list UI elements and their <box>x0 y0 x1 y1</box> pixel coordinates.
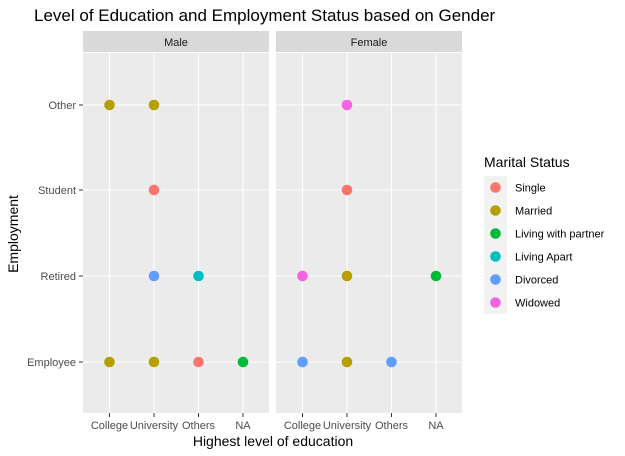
legend-item: Divorced <box>484 268 558 291</box>
x-tick-label: College <box>284 420 321 432</box>
data-point <box>148 356 160 368</box>
legend-key-point <box>490 274 501 285</box>
legend-item: Living Apart <box>484 245 572 268</box>
legend-key-point <box>490 205 501 216</box>
x-tick-label: University <box>130 420 179 432</box>
x-axis-ticks: College University Others NA <box>91 413 251 432</box>
facet-strip <box>83 31 269 52</box>
facet-female: Female College University Others NA <box>276 31 462 432</box>
x-tick-label: NA <box>235 420 251 432</box>
facet-strip-label: Male <box>164 37 188 49</box>
data-point <box>193 356 204 368</box>
legend-item: Living with partner <box>484 222 605 245</box>
data-point <box>430 270 442 282</box>
legend-item: Married <box>484 199 552 222</box>
data-points <box>104 99 249 368</box>
gridlines <box>276 53 462 413</box>
legend: Marital Status Single Married Living with … <box>484 154 605 314</box>
chart-title: Level of Education and Employment Status… <box>34 6 496 25</box>
data-point <box>148 270 160 282</box>
legend-key-point <box>490 297 501 308</box>
legend-label: Widowed <box>515 298 560 310</box>
y-tick-label: Other <box>48 100 76 112</box>
legend-item: Widowed <box>484 291 560 314</box>
facet-strip-label: Female <box>351 37 388 49</box>
legend-title: Marital Status <box>484 154 570 170</box>
data-point <box>148 184 160 196</box>
legend-label: Married <box>515 206 552 218</box>
data-point <box>104 99 115 111</box>
legend-label: Living Apart <box>515 252 572 264</box>
y-tick-label: Student <box>38 185 76 197</box>
data-point <box>297 270 308 282</box>
y-axis-label: Employment <box>5 195 21 273</box>
x-tick-label: University <box>323 420 372 432</box>
legend-key-point <box>490 182 501 193</box>
y-axis: Employee Retired Student Other <box>27 100 83 369</box>
gridlines <box>83 53 269 413</box>
x-tick-label: College <box>91 420 128 432</box>
panel-background <box>83 53 269 413</box>
data-point <box>193 270 204 282</box>
x-tick-label: Others <box>182 420 216 432</box>
x-axis-label: Highest level of education <box>193 433 353 449</box>
legend-item: Single <box>484 176 546 199</box>
legend-key-point <box>490 251 501 262</box>
data-point <box>341 99 353 111</box>
x-tick-label: Others <box>375 420 409 432</box>
x-axis-ticks: College University Others NA <box>284 413 444 432</box>
legend-label: Single <box>515 183 546 195</box>
data-point <box>341 270 353 282</box>
facet-strip <box>276 31 462 52</box>
legend-label: Living with partner <box>515 229 605 241</box>
data-point <box>237 356 249 368</box>
facet-male: Male College University Others NA <box>83 31 269 432</box>
y-tick-label: Retired <box>41 271 76 283</box>
data-point <box>386 356 397 368</box>
x-tick-label: NA <box>428 420 444 432</box>
panel-background <box>276 53 462 413</box>
data-point <box>104 356 115 368</box>
data-point <box>341 356 353 368</box>
y-tick-label: Employee <box>27 357 76 369</box>
data-point <box>297 356 308 368</box>
data-point <box>341 184 353 196</box>
legend-key-point <box>490 228 501 239</box>
data-point <box>148 99 160 111</box>
data-points <box>297 99 442 368</box>
legend-label: Divorced <box>515 275 558 287</box>
